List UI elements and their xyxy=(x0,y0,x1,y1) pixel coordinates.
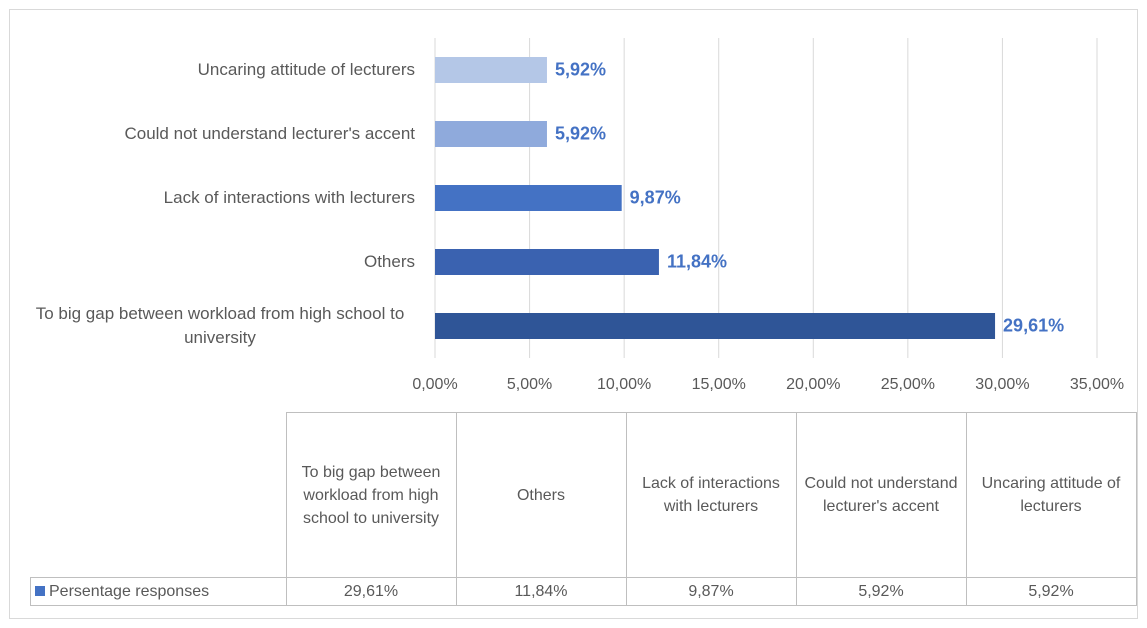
table-data-row: Persentage responses 29,61% 11,84% 9,87% 5,9… xyxy=(30,577,1137,606)
legend-label: Persentage responses xyxy=(49,583,210,600)
table-value-cell: 29,61% xyxy=(285,577,457,606)
table-value-cell: 5,92% xyxy=(965,577,1137,606)
bar xyxy=(435,249,659,275)
legend-swatch xyxy=(35,586,45,596)
bar xyxy=(435,121,547,147)
table-value-cell: 9,87% xyxy=(625,577,797,606)
table-header-cell: Others xyxy=(455,412,627,578)
category-label: To big gap between workload from high sc… xyxy=(35,304,405,347)
x-tick-label: 0,00% xyxy=(412,376,458,393)
table-header-row: To big gap between workload from high sc… xyxy=(30,412,1137,578)
category-label: Uncaring attitude of lecturers xyxy=(197,60,415,79)
x-tick-label: 15,00% xyxy=(691,376,746,393)
table-header-cell: Uncaring attitude of lecturers xyxy=(965,412,1137,578)
category-label: Could not understand lecturer's accent xyxy=(124,124,415,143)
value-label: 9,87% xyxy=(629,187,681,208)
x-tick-label: 20,00% xyxy=(786,376,841,393)
x-tick-label: 30,00% xyxy=(975,376,1030,393)
table-value-cell: 11,84% xyxy=(455,577,627,606)
chart-border xyxy=(9,9,1138,619)
x-tick-label: 5,00% xyxy=(506,376,553,393)
value-label: 29,61% xyxy=(1003,315,1065,336)
table-header-cell: To big gap between workload from high sc… xyxy=(285,412,457,578)
table-header-cell: Lack of interactions with lecturers xyxy=(625,412,797,578)
bar xyxy=(435,313,996,339)
category-label: Others xyxy=(363,252,415,271)
value-label: 5,92% xyxy=(554,123,607,144)
x-tick-label: 10,00% xyxy=(597,376,652,393)
table-legend-cell: Persentage responses xyxy=(30,577,287,606)
value-label: 11,84% xyxy=(666,251,727,272)
value-label: 5,92% xyxy=(554,59,607,80)
bar xyxy=(435,57,547,83)
x-tick-label: 25,00% xyxy=(880,376,935,393)
table-value-cell: 5,92% xyxy=(795,577,967,606)
bar xyxy=(435,185,622,211)
data-table: To big gap between workload from high sc… xyxy=(30,412,1137,606)
table-header-cell: Could not understand lecturer's accent xyxy=(795,412,967,578)
category-label: Lack of interactions with lecturers xyxy=(163,188,415,207)
x-tick-label: 35,00% xyxy=(1069,376,1125,393)
table-corner xyxy=(30,412,286,578)
